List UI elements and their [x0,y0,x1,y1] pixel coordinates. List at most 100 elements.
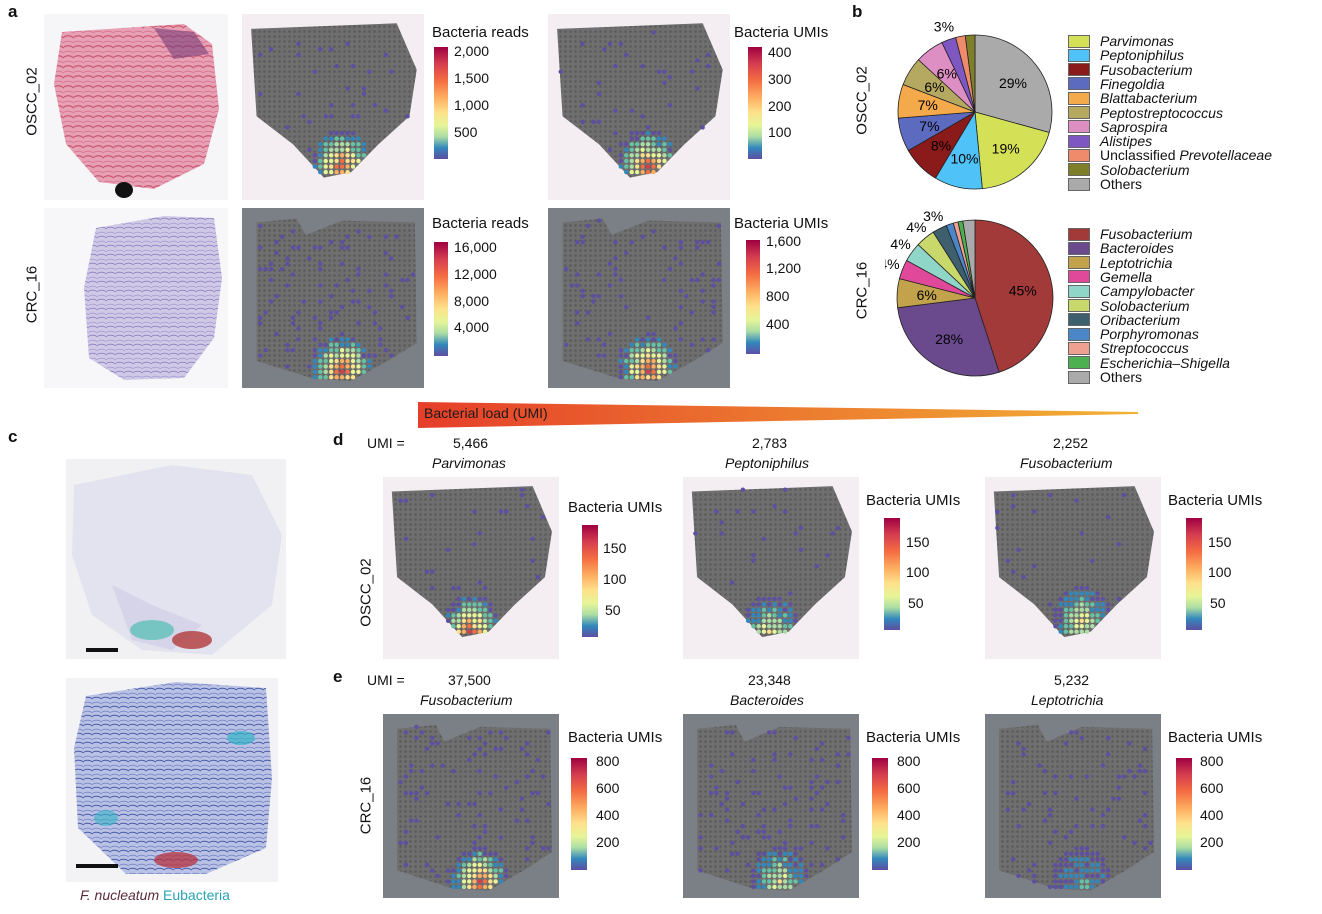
pie-slice-solobacterium [964,34,976,113]
legend-swatch [1068,63,1090,77]
colorbar-d3 [1186,518,1202,630]
legend-item: Bacteroides [1068,240,1174,256]
crc-reads-map [242,208,424,388]
pie-label: 4% [890,236,910,252]
tick: 200 [596,834,620,850]
fish-caption: F. nucleatum Eubacteria [80,887,230,903]
crc-fish-image [66,678,278,882]
cb-title-d1: Bacteria UMIs [568,499,663,516]
legend-item: Alistipes [1068,133,1152,149]
tick: 600 [596,780,620,796]
tick: 12,000 [454,266,497,282]
pie-slice-others [974,34,1053,134]
tick: 100 [906,564,930,580]
tissue-outline [397,725,552,891]
spot-layer [398,724,551,890]
legend-label: Leptotrichia [1100,254,1173,271]
pie-chart-oscc: 29% 19% 10%8% 7% 7% 6%6% 3% [897,19,1053,190]
legend-swatch [1068,341,1090,355]
tissue-outline [993,486,1154,638]
tick: 2,000 [454,43,490,59]
tick: 200 [1200,834,1224,850]
pie-label: 29% [999,75,1027,91]
cb-title-oscc-umis: Bacteria UMIs [734,24,829,41]
crc-bacteroides-map [683,714,859,898]
tick: 100 [1208,564,1232,580]
legend-swatch [1068,177,1090,191]
row-label-crc-b: CRC_16 [853,261,871,320]
legend-prefix: Unclassified [1100,147,1180,164]
tick: 1,000 [454,97,490,113]
pie-label: 3% [923,208,943,224]
legend-item: Fusobacterium [1068,62,1193,78]
legend-item: Porphyromonas [1068,326,1199,342]
colorbar-e2 [872,758,888,870]
legend-label: Peptoniphilus [1100,47,1185,64]
legend-swatch [1068,327,1090,341]
legend-swatch [1068,270,1090,284]
legend-label: Fusobacterium [1100,61,1193,78]
legend-item: Oribacterium [1068,312,1180,328]
umi-value: 23,348 [748,672,791,688]
legend-swatch [1068,256,1090,270]
oscc-fish-image [52,455,294,665]
cb-title-d3: Bacteria UMIs [1168,492,1263,509]
tick: 800 [897,753,921,769]
legend-label: Others [1100,369,1143,385]
cb-title-crc-umis: Bacteria UMIs [734,215,829,232]
spot-layer [1005,730,1153,890]
panel-label-e: e [333,667,343,686]
tissue-outline [691,486,852,638]
tick: 800 [596,753,620,769]
legend-label: Peptostreptococcus [1100,104,1223,121]
pie-chart-crc: 45%28%6%4%4%4%3% [885,208,1054,377]
legend-swatch [1068,48,1090,62]
legend-label: Fusobacterium [1100,226,1193,242]
row-label-crc-e: CRC_16 [357,776,375,835]
tick: 400 [768,44,792,60]
tick: 50 [605,602,621,618]
colorbar-e3 [1176,758,1192,870]
pie-slice-parvimonas [974,111,1050,190]
taxon-label: Parvimonas [432,455,506,471]
legend-swatch [1068,227,1090,241]
umi-prefix-d: UMI = [367,435,405,451]
tick: 400 [1200,807,1224,823]
taxon-label: Peptoniphilus [725,455,810,471]
row-label-crc: CRC_16 [23,265,41,324]
umi-value: 2,783 [752,435,788,451]
legend-swatch [1068,284,1090,298]
umi-value: 2,252 [1053,435,1089,451]
legend-label: Alistipes [1100,133,1153,150]
legend-label: Gemella [1100,268,1153,285]
crc-fusobacterium-map [383,714,559,898]
legend-swatch [1068,313,1090,327]
legend-label: Porphyromonas [1100,326,1199,343]
pie-label: 7% [919,118,939,134]
pie-slice-bacteroides [897,297,1000,377]
legend-label: Blattabacterium [1100,90,1198,107]
legend-swatch [1068,370,1090,384]
legend-item: Escherichia–Shigella [1068,355,1230,371]
colorbar-oscc-umis [748,47,762,159]
legend-label: Solobacterium [1100,161,1190,178]
spot-layer [564,218,722,380]
crc-he-image [44,208,228,388]
tick: 8,000 [454,293,490,309]
pie-label: 4% [885,256,900,272]
tick: 800 [1200,753,1224,769]
legend-label: Solobacterium [1100,297,1190,314]
umi-value: 5,466 [453,435,489,451]
bacterial-load-label: Bacterial load (UMI) [424,405,548,421]
oscc-peptoniphilus-map [683,477,859,659]
legend-item: Saprospira [1068,119,1168,135]
pie-slice-fusobacterium [974,219,1054,373]
legend-label: Campylobacter [1100,283,1195,300]
cb-title-e3: Bacteria UMIs [1168,729,1263,746]
umi-prefix-e: UMI = [367,672,405,688]
row-label-oscc-b: OSCC_02 [853,66,871,135]
legend-item: Finegoldia [1068,76,1165,92]
tick: 1,600 [766,233,802,249]
panel-label-b: b [852,2,863,21]
pie-label: 6% [937,66,957,82]
